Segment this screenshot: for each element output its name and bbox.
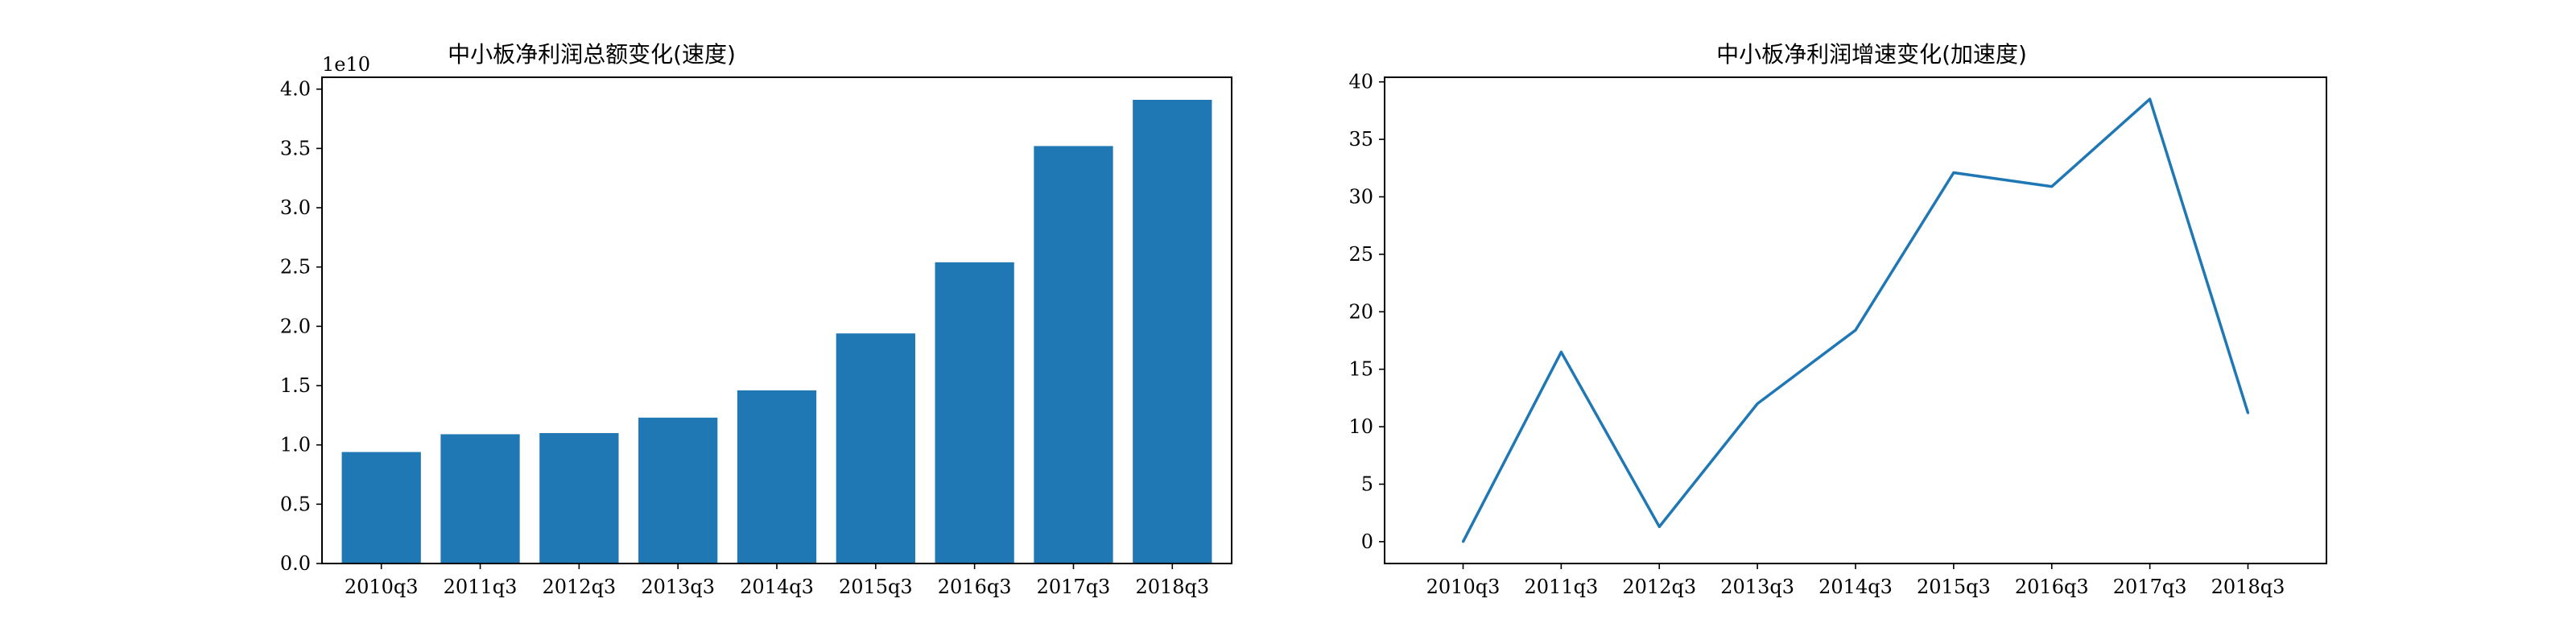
bar-2011q3 — [440, 434, 520, 564]
x-tick-label: 2018q3 — [1135, 576, 1209, 598]
bar-2012q3 — [539, 432, 619, 564]
x-tick-label: 2017q3 — [1037, 576, 1111, 598]
x-tick-label: 2013q3 — [641, 576, 715, 598]
y-tick-label: 2.0 — [280, 315, 311, 337]
x-tick-label: 2011q3 — [444, 576, 518, 598]
data-point-2013q3 — [1756, 402, 1759, 406]
x-tick-label: 2017q3 — [2113, 576, 2187, 598]
x-tick-label: 2010q3 — [1426, 576, 1501, 598]
y-tick-label: 2.5 — [280, 256, 311, 279]
bar-2017q3 — [1034, 146, 1113, 564]
x-tick-label: 2012q3 — [542, 576, 616, 598]
y-tick-label: 25 — [1348, 243, 1373, 266]
y-axis-ticks: 0 5 10 15 20 25 30 35 40 — [1348, 71, 1385, 553]
bar-2015q3 — [836, 333, 915, 564]
chart-title: 中小板净利润总额变化(速度) — [448, 41, 736, 68]
y-tick-label: 15 — [1348, 358, 1373, 381]
chart-title: 中小板净利润增速变化(加速度) — [1716, 41, 2027, 68]
x-tick-label: 2012q3 — [1622, 576, 1696, 598]
x-tick-label: 2010q3 — [345, 576, 419, 598]
y-tick-label: 1.5 — [280, 374, 311, 397]
y-tick-label: 0 — [1361, 530, 1373, 553]
x-tick-label: 2015q3 — [839, 576, 913, 598]
y-axis-scale-offset: 1e10 — [322, 53, 370, 76]
y-tick-label: 20 — [1348, 300, 1373, 323]
y-tick-label: 4.0 — [280, 78, 311, 101]
bar-marks — [341, 99, 1212, 564]
data-point-2011q3 — [1559, 350, 1563, 353]
x-tick-label: 2016q3 — [938, 576, 1012, 598]
y-axis-ticks: 0.0 0.5 1.0 1.5 2.0 2.5 3.0 3.5 4.0 — [280, 78, 322, 575]
net-profit-total-bar-chart: 中小板净利润总额变化(速度) 1e10 2010q3 2011q3 2012q3 20… — [280, 41, 1232, 598]
data-point-2017q3 — [2149, 97, 2152, 101]
y-tick-label: 3.5 — [280, 137, 311, 159]
x-tick-label: 2016q3 — [2015, 576, 2089, 598]
bar-2010q3 — [341, 452, 421, 564]
y-tick-label: 30 — [1348, 186, 1373, 208]
x-tick-label: 2014q3 — [1818, 576, 1893, 598]
y-tick-label: 10 — [1348, 415, 1373, 438]
x-tick-label: 2014q3 — [740, 576, 814, 598]
y-tick-label: 0.0 — [280, 552, 311, 575]
y-tick-label: 3.0 — [280, 196, 311, 219]
bar-2016q3 — [935, 262, 1014, 564]
x-tick-label: 2013q3 — [1720, 576, 1794, 598]
data-point-2015q3 — [1952, 171, 1955, 175]
bar-2018q3 — [1133, 99, 1212, 564]
data-point-2010q3 — [1462, 540, 1464, 543]
data-point-2018q3 — [2247, 411, 2249, 415]
data-point-2016q3 — [2050, 185, 2054, 188]
x-tick-label: 2015q3 — [1917, 576, 1991, 598]
data-point-2012q3 — [1657, 525, 1661, 528]
x-tick-label: 2018q3 — [2211, 576, 2285, 598]
y-tick-label: 1.0 — [280, 434, 311, 456]
y-tick-label: 35 — [1348, 128, 1373, 151]
bar-2013q3 — [638, 417, 718, 564]
y-tick-label: 0.5 — [280, 493, 311, 515]
net-profit-growth-line-chart: 中小板净利润增速变化(加速度) 2010q3 2011q3 2012q3 2013q3… — [1348, 41, 2327, 598]
bar-2014q3 — [737, 390, 817, 564]
line-marks — [1461, 97, 2250, 543]
data-point-2014q3 — [1854, 328, 1857, 332]
x-axis-ticks: 2010q3 2011q3 2012q3 2013q3 2014q3 2015q3 2016… — [345, 564, 1209, 598]
x-axis-ticks: 2010q3 2011q3 2012q3 2013q3 2014q3 2015q3 2016… — [1426, 564, 2285, 598]
y-tick-label: 5 — [1361, 473, 1373, 495]
y-tick-label: 40 — [1348, 71, 1373, 93]
x-tick-label: 2011q3 — [1525, 576, 1599, 598]
